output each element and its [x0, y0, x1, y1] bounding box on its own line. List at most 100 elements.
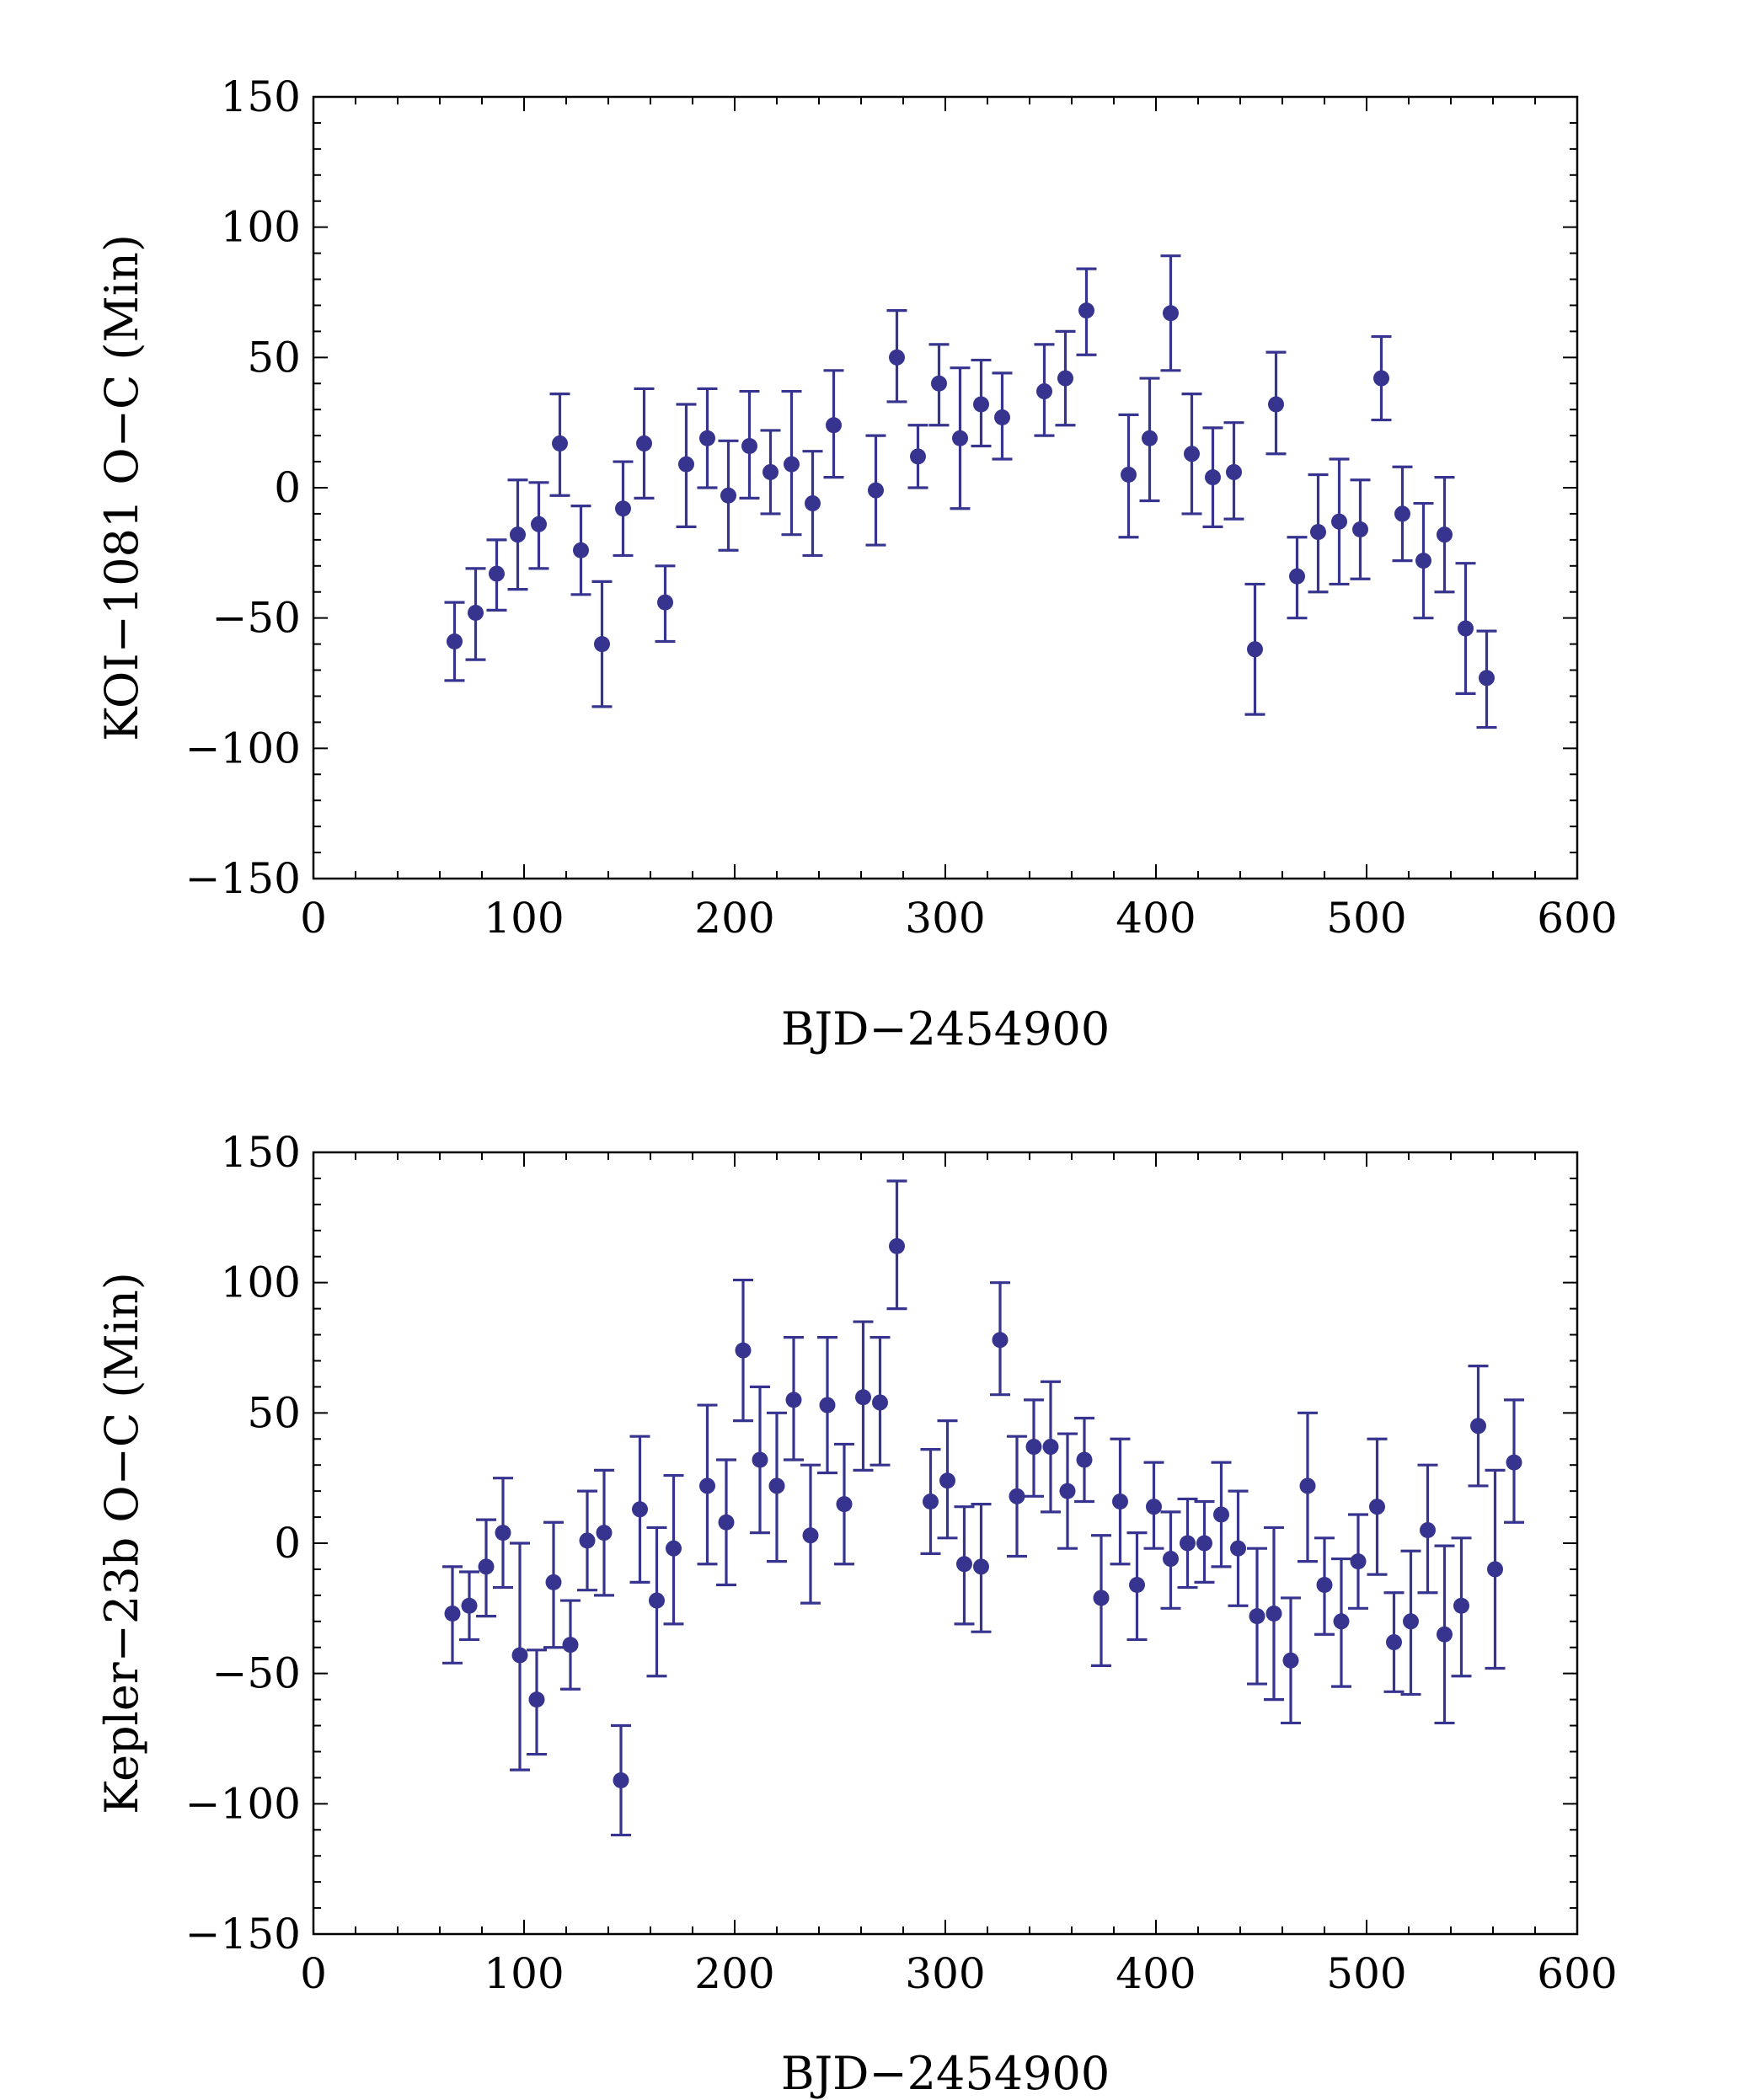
data-point	[697, 1403, 718, 1566]
data-marker	[1394, 505, 1410, 522]
data-marker	[1093, 1590, 1110, 1606]
x-tick-label: 500	[1326, 894, 1406, 943]
data-marker	[1453, 1597, 1469, 1614]
data-point	[570, 505, 591, 596]
y-axis-title: KOI−1081 O−C (Min)	[95, 234, 148, 741]
x-tick-label: 100	[484, 894, 564, 943]
data-point	[992, 371, 1013, 461]
data-marker	[666, 1540, 682, 1557]
data-marker	[1057, 370, 1073, 387]
data-marker	[910, 448, 926, 465]
x-tick-label: 100	[484, 1949, 564, 1998]
data-point	[1413, 501, 1434, 620]
data-marker	[741, 438, 757, 455]
data-point	[1265, 350, 1287, 456]
data-marker	[735, 1342, 752, 1359]
data-marker	[1316, 1576, 1333, 1593]
data-point	[1055, 329, 1076, 427]
data-point	[1143, 1461, 1164, 1550]
koi-1081-panel: 150 100 50 0 −50 −100 −150 0 100 200 300…	[95, 72, 1618, 1055]
data-marker	[768, 1477, 785, 1494]
x-tick-label: 400	[1116, 894, 1196, 943]
data-point	[853, 1320, 874, 1472]
data-marker	[1163, 1551, 1179, 1568]
data-marker	[1268, 396, 1284, 413]
data-marker	[785, 1392, 802, 1408]
data-marker	[855, 1389, 871, 1406]
data-marker	[952, 430, 968, 446]
data-point	[663, 1473, 684, 1626]
data-marker	[699, 430, 715, 446]
data-marker	[1352, 521, 1368, 537]
y-tick-label: 0	[274, 463, 301, 512]
data-point	[655, 564, 676, 644]
data-point	[1281, 1596, 1301, 1725]
plot-frame	[312, 95, 1579, 880]
data-marker	[1437, 526, 1453, 543]
data-point	[1264, 1526, 1284, 1702]
data-point	[869, 1336, 891, 1467]
data-marker	[1059, 1483, 1076, 1499]
y-tick-label: 0	[274, 1519, 301, 1568]
data-point	[1298, 1411, 1318, 1563]
y-tick-label: 50	[247, 333, 301, 382]
data-point	[784, 1336, 804, 1461]
data-marker	[826, 417, 842, 434]
data-marker	[1437, 1626, 1453, 1643]
y-tick-labels: 150 100 50 0 −50 −100 −150	[185, 1128, 301, 1958]
data-point	[1350, 478, 1371, 580]
data-marker	[699, 1477, 715, 1494]
data-marker	[511, 1647, 528, 1664]
y-tick-label: 100	[221, 1258, 301, 1307]
data-point	[476, 1518, 496, 1618]
data-point	[1202, 426, 1223, 529]
data-point	[543, 1520, 564, 1649]
data-point	[1091, 1534, 1111, 1667]
data-marker	[889, 349, 905, 366]
data-marker	[1350, 1553, 1367, 1570]
y-tick-label: −150	[185, 854, 301, 903]
data-marker	[1506, 1454, 1522, 1471]
data-point	[613, 460, 634, 558]
data-marker	[461, 1597, 478, 1614]
data-point	[465, 567, 486, 661]
x-tick-label: 600	[1537, 894, 1617, 943]
data-marker	[573, 542, 589, 558]
y-tick-label: 50	[247, 1388, 301, 1437]
data-point	[781, 389, 802, 537]
data-marker	[1299, 1477, 1316, 1494]
data-point	[716, 1458, 736, 1587]
data-point	[802, 450, 823, 558]
y-tick-label: 150	[221, 1128, 301, 1177]
data-point	[1160, 1510, 1181, 1610]
data-point	[928, 343, 950, 427]
data-point	[646, 1526, 667, 1678]
data-point	[823, 369, 844, 479]
data-point	[1244, 582, 1265, 716]
data-point	[1434, 476, 1455, 594]
data-marker	[939, 1472, 955, 1489]
data-point	[629, 1435, 650, 1584]
data-point	[1367, 1437, 1388, 1576]
data-marker	[447, 633, 463, 650]
x-tick-labels: 0 100 200 300 400 500 600	[300, 1949, 1618, 1998]
data-marker	[489, 565, 505, 582]
x-tick-label: 500	[1326, 1949, 1406, 1998]
data-point	[1308, 473, 1329, 594]
data-marker	[718, 1514, 735, 1531]
data-point	[937, 1419, 958, 1540]
data-point	[1228, 1489, 1249, 1607]
data-point	[1118, 413, 1139, 539]
data-marker	[802, 1527, 819, 1544]
data-points	[444, 254, 1497, 729]
data-marker	[868, 482, 884, 499]
data-marker	[1458, 620, 1474, 637]
data-marker	[1479, 670, 1495, 687]
data-point	[594, 1468, 614, 1597]
data-point	[1177, 1497, 1198, 1590]
data-point	[1400, 1549, 1421, 1697]
y-tick-label: 100	[221, 203, 301, 252]
data-marker	[956, 1556, 972, 1573]
data-point	[950, 366, 971, 510]
data-marker	[1180, 1535, 1196, 1552]
